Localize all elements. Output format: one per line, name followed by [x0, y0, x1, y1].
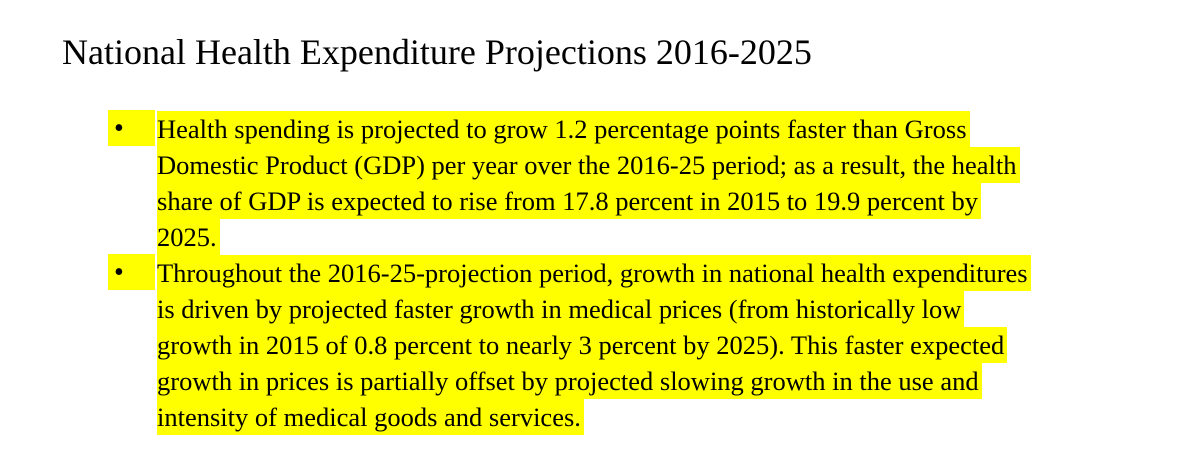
bullet-marker: •	[114, 113, 124, 144]
bullet-highlight	[108, 254, 155, 290]
bullet-2-line-5: intensity of medical goods and services.	[157, 399, 584, 435]
bullet-1-line-4: 2025.	[157, 219, 220, 255]
bullet-highlight	[108, 110, 155, 146]
bullet-1-line-1: Health spending is projected to grow 1.2…	[157, 111, 970, 147]
page-title: National Health Expenditure Projections …	[62, 32, 812, 72]
bullet-1-line-3: share of GDP is expected to rise from 17…	[157, 183, 982, 219]
bullet-2-line-3: growth in 2015 of 0.8 percent to nearly …	[157, 327, 1008, 363]
bullet-1-line-2: Domestic Product (GDP) per year over the…	[157, 147, 1020, 183]
bullet-2-line-1: Throughout the 2016-25-projection period…	[157, 255, 1031, 291]
bullet-2-line-4: growth in prices is partially offset by …	[157, 363, 982, 399]
bullet-2-line-2: is driven by projected faster growth in …	[157, 291, 965, 327]
bullet-marker: •	[114, 257, 124, 288]
